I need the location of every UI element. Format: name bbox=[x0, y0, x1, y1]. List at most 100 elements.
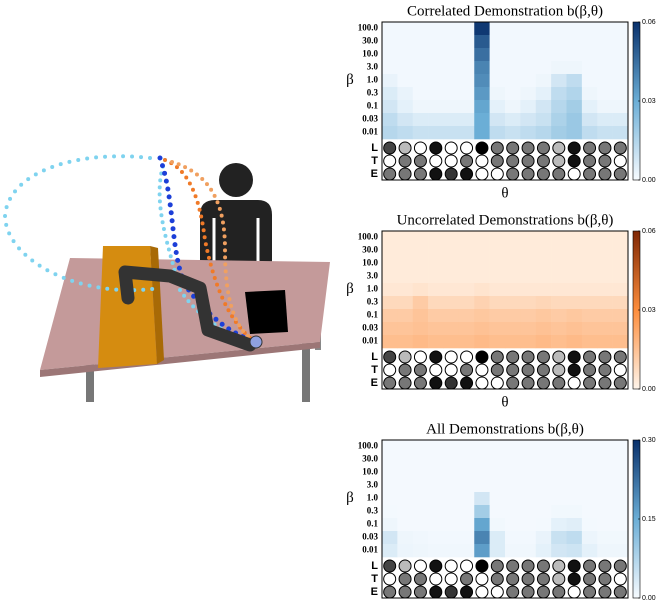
heat-cell bbox=[443, 531, 460, 545]
heat-cell bbox=[612, 466, 629, 480]
heat-cell bbox=[520, 22, 537, 36]
heat-cell bbox=[428, 35, 444, 49]
heat-cell bbox=[397, 335, 414, 349]
heat-cell bbox=[581, 270, 598, 284]
theta-marker bbox=[598, 167, 612, 181]
heat-cell bbox=[443, 309, 460, 323]
theta-marker bbox=[413, 376, 427, 390]
heat-cell bbox=[505, 74, 521, 88]
theta-marker bbox=[598, 141, 612, 155]
plot-frame bbox=[381, 230, 629, 390]
heat-cell bbox=[458, 322, 475, 336]
heat-cell bbox=[474, 22, 490, 36]
theta-marker bbox=[506, 585, 520, 599]
y-tick-label: 10.0 bbox=[362, 49, 378, 59]
heat-cell bbox=[458, 440, 475, 454]
heat-cell bbox=[597, 492, 613, 506]
heat-cell bbox=[443, 440, 460, 454]
theta-marker bbox=[552, 141, 566, 155]
heat-cell bbox=[597, 466, 613, 480]
theta-marker bbox=[536, 363, 550, 377]
heat-cell bbox=[428, 544, 444, 558]
heat-cell bbox=[412, 531, 429, 545]
theta-marker bbox=[552, 585, 566, 599]
heat-cell bbox=[551, 322, 567, 336]
heat-cell bbox=[412, 87, 429, 101]
theta-marker bbox=[444, 154, 458, 168]
heat-cell bbox=[458, 35, 475, 49]
theta-marker bbox=[490, 154, 504, 168]
theta-marker bbox=[598, 585, 612, 599]
heat-cell bbox=[581, 257, 598, 271]
y-tick-label: 100.0 bbox=[358, 441, 379, 451]
theta-marker bbox=[398, 559, 412, 573]
heat-cell bbox=[443, 244, 460, 258]
heat-cell bbox=[597, 257, 613, 271]
theta-marker bbox=[521, 585, 535, 599]
heat-cell bbox=[382, 113, 398, 127]
y-tick-label: 100.0 bbox=[358, 23, 379, 33]
x-axis-label: θ bbox=[501, 394, 508, 410]
heat-cell bbox=[612, 544, 629, 558]
heat-cell bbox=[505, 35, 521, 49]
theta-marker bbox=[583, 572, 597, 586]
y-tick-label: 1.0 bbox=[367, 75, 379, 85]
person-body bbox=[200, 200, 272, 262]
heat-cell bbox=[489, 466, 506, 480]
heat-cell bbox=[520, 466, 537, 480]
heat-cell bbox=[382, 322, 398, 336]
heat-cell bbox=[581, 505, 598, 519]
theta-marker bbox=[536, 559, 550, 573]
y-tick-label: 0.3 bbox=[367, 506, 379, 516]
y-tick-label: 3.0 bbox=[367, 271, 379, 281]
theta-marker bbox=[429, 559, 443, 573]
heat-cell bbox=[474, 505, 490, 519]
theta-marker bbox=[536, 350, 550, 364]
heat-cell bbox=[458, 296, 475, 310]
heat-cell bbox=[474, 257, 490, 271]
heat-cell bbox=[428, 492, 444, 506]
heat-cell bbox=[597, 505, 613, 519]
heat-cell bbox=[520, 531, 537, 545]
colorbar-tick-label: 0.06 bbox=[642, 19, 656, 26]
heat-cell bbox=[535, 231, 552, 245]
heat-cell bbox=[566, 466, 583, 480]
colorbar-tick-label: 0.06 bbox=[642, 228, 656, 235]
theta-marker bbox=[598, 154, 612, 168]
y-tick-label: 0.1 bbox=[367, 310, 379, 320]
y-tick-label: 30.0 bbox=[362, 454, 378, 464]
theta-marker bbox=[460, 363, 474, 377]
heat-cell bbox=[443, 257, 460, 271]
heat-cell bbox=[505, 113, 521, 127]
heat-cell bbox=[428, 126, 444, 140]
heat-cell bbox=[520, 309, 537, 323]
heat-cell bbox=[489, 48, 506, 62]
heat-cell bbox=[397, 35, 414, 49]
theta-marker bbox=[429, 376, 443, 390]
theta-marker bbox=[567, 376, 581, 390]
heat-cell bbox=[581, 453, 598, 467]
heat-cell bbox=[535, 126, 552, 140]
theta-marker bbox=[429, 350, 443, 364]
heat-cell bbox=[458, 74, 475, 88]
heat-cell bbox=[412, 113, 429, 127]
heat-cell bbox=[489, 283, 506, 297]
heat-cell bbox=[535, 35, 552, 49]
heat-cell bbox=[382, 257, 398, 271]
heat-cell bbox=[551, 296, 567, 310]
theta-marker bbox=[490, 572, 504, 586]
theta-marker bbox=[460, 585, 474, 599]
theta-marker bbox=[567, 572, 581, 586]
theta-marker bbox=[583, 167, 597, 181]
heat-cell bbox=[551, 270, 567, 284]
theta-marker bbox=[475, 154, 489, 168]
heat-cell bbox=[412, 35, 429, 49]
heat-cell bbox=[474, 309, 490, 323]
heat-cell bbox=[458, 544, 475, 558]
theta-marker bbox=[552, 363, 566, 377]
heat-cell bbox=[428, 296, 444, 310]
heat-cell bbox=[551, 453, 567, 467]
heat-cell bbox=[581, 440, 598, 454]
heat-cell bbox=[505, 231, 521, 245]
theta-marker bbox=[583, 376, 597, 390]
